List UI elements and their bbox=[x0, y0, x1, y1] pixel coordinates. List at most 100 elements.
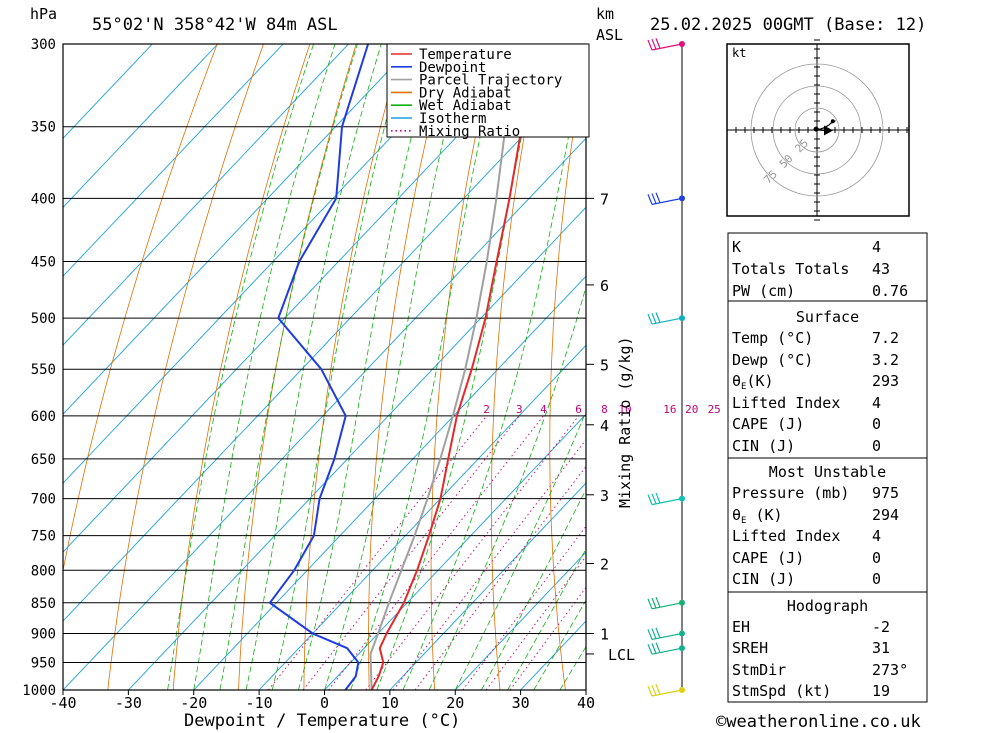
indices-box-general bbox=[727, 232, 928, 302]
km-tick-label: 3 bbox=[600, 487, 609, 505]
index-label: StmSpd (kt) bbox=[732, 682, 831, 700]
index-label: SREH bbox=[732, 639, 768, 657]
pressure-level-label: 450 bbox=[31, 255, 56, 271]
index-value: 975 bbox=[872, 484, 899, 502]
dry-adiabat-line bbox=[107, 44, 264, 690]
wind-barb-flag bbox=[655, 642, 661, 653]
legend-box bbox=[386, 43, 590, 138]
hodograph-start-dot bbox=[813, 126, 819, 132]
index-section-title: Most Unstable bbox=[769, 463, 886, 481]
pressure-level-label: 950 bbox=[31, 656, 56, 672]
wind-barb-shaft bbox=[651, 602, 683, 610]
dewpoint-line bbox=[268, 44, 370, 690]
isotherm-line bbox=[63, 44, 153, 139]
x-axis-ticks: -40 -30 -20 -10 0 10 20 30 40 bbox=[49, 690, 595, 712]
wet-adiabat-line bbox=[219, 44, 358, 690]
wind-barb-flag bbox=[655, 684, 661, 695]
pressure-level-label: 300 bbox=[31, 37, 56, 53]
wind-barb-flag bbox=[651, 313, 657, 324]
wet-adiabat-line bbox=[376, 44, 541, 690]
pressure-level-label: 700 bbox=[31, 492, 56, 508]
index-label: CIN (J) bbox=[732, 437, 795, 455]
index-value: 4 bbox=[872, 238, 881, 256]
mixing-ratio-label: 3 bbox=[516, 403, 523, 416]
hodograph-ring bbox=[750, 63, 884, 197]
legend-label: Dry Adiabat bbox=[419, 85, 512, 101]
wind-barb-flag bbox=[647, 39, 653, 51]
wet-adiabat-line bbox=[402, 45, 586, 690]
mixing-ratio-labels: 2 3 4 6 8 10 16 20 25 bbox=[483, 403, 721, 416]
index-value: 3.2 bbox=[872, 351, 899, 369]
wind-barb-flag bbox=[647, 629, 653, 640]
mixing-ratio-line bbox=[485, 555, 586, 690]
legend-label: Parcel Trajectory bbox=[419, 73, 562, 89]
height-unit-label: km bbox=[596, 5, 614, 23]
wet-adiabat-line bbox=[193, 44, 336, 690]
km-tick-label: 7 bbox=[600, 190, 609, 208]
wet-adiabat-line bbox=[507, 548, 586, 690]
wet-adiabat-line bbox=[428, 285, 586, 690]
index-value: 0 bbox=[872, 437, 881, 455]
mixing-ratio-label: 25 bbox=[708, 403, 721, 416]
index-value: 31 bbox=[872, 639, 890, 657]
legend-label: Temperature bbox=[419, 47, 512, 63]
pressure-level-label: 350 bbox=[31, 120, 56, 136]
index-label: θE (K) bbox=[732, 506, 783, 526]
index-value: 4 bbox=[872, 527, 881, 545]
index-value: 273° bbox=[872, 661, 908, 679]
isotherm-line bbox=[63, 44, 349, 346]
isotherm-line bbox=[63, 44, 546, 553]
index-label: Dewp (°C) bbox=[732, 351, 813, 369]
x-tick-label: 0 bbox=[320, 694, 329, 712]
wind-barb-flag bbox=[651, 193, 657, 204]
wind-barb-flag bbox=[651, 684, 657, 696]
pressure-level-label: 550 bbox=[31, 362, 56, 378]
index-label: CAPE (J) bbox=[732, 415, 804, 433]
wind-barb-shaft bbox=[651, 498, 683, 506]
isotherm-line bbox=[520, 620, 586, 690]
dry-adiabat-line bbox=[491, 44, 542, 690]
index-label: θE(K) bbox=[732, 372, 774, 392]
indices-box-most-unstable bbox=[727, 457, 928, 593]
profiles bbox=[268, 44, 572, 690]
lcl-label: LCL bbox=[608, 646, 635, 664]
km-tick-label: 2 bbox=[600, 556, 609, 574]
index-value: 0 bbox=[872, 415, 881, 433]
index-value: 0 bbox=[872, 570, 881, 588]
isotherm-line bbox=[193, 275, 586, 690]
pressure-levels: 300 350 400 450 500 550 600 650 700 750 800 850 900 9… bbox=[22, 37, 586, 699]
legend-label: Isotherm bbox=[419, 111, 486, 127]
pressure-level-label: 600 bbox=[31, 409, 56, 425]
index-section-title: Surface bbox=[796, 308, 859, 326]
wind-barb-shaft bbox=[651, 689, 683, 697]
pressure-level-label: 400 bbox=[31, 191, 56, 207]
mixing-ratio-label: 20 bbox=[685, 403, 698, 416]
storm-motion-arrow bbox=[824, 125, 833, 136]
index-section-title: Hodograph bbox=[787, 597, 868, 615]
x-tick-label: -10 bbox=[246, 694, 273, 712]
mixing-ratio-line bbox=[392, 438, 586, 690]
index-label: Lifted Index bbox=[732, 527, 840, 545]
x-tick-label: 20 bbox=[446, 694, 464, 712]
indices-table: K 4 Totals Totals 43 PW (cm) 0.76 Surface Temp … bbox=[727, 232, 928, 703]
indices-box-surface bbox=[727, 300, 928, 459]
wind-barb-flag bbox=[651, 38, 657, 50]
x-tick-label: -20 bbox=[180, 694, 207, 712]
mixing-ratio-label: 10 bbox=[618, 403, 631, 416]
km-tick-label: 1 bbox=[600, 626, 609, 644]
wind-barb-flag bbox=[655, 492, 661, 504]
index-label: PW (cm) bbox=[732, 282, 795, 300]
wind-barb-shaft bbox=[651, 197, 683, 205]
km-tick-label: 5 bbox=[600, 356, 609, 374]
pressure-level-label: 800 bbox=[31, 563, 56, 579]
plot-frame bbox=[62, 43, 587, 691]
x-axis-label: Dewpoint / Temperature (°C) bbox=[184, 711, 460, 731]
km-tick-label: 6 bbox=[600, 277, 609, 295]
isotherm-line bbox=[128, 206, 586, 690]
wind-barb-shaft bbox=[651, 43, 683, 51]
index-value: -2 bbox=[872, 618, 890, 636]
dry-adiabat-line bbox=[172, 44, 311, 690]
x-tick-label: -30 bbox=[115, 694, 142, 712]
mixing-ratio-line bbox=[328, 415, 544, 690]
wind-barb-flag bbox=[651, 597, 657, 609]
